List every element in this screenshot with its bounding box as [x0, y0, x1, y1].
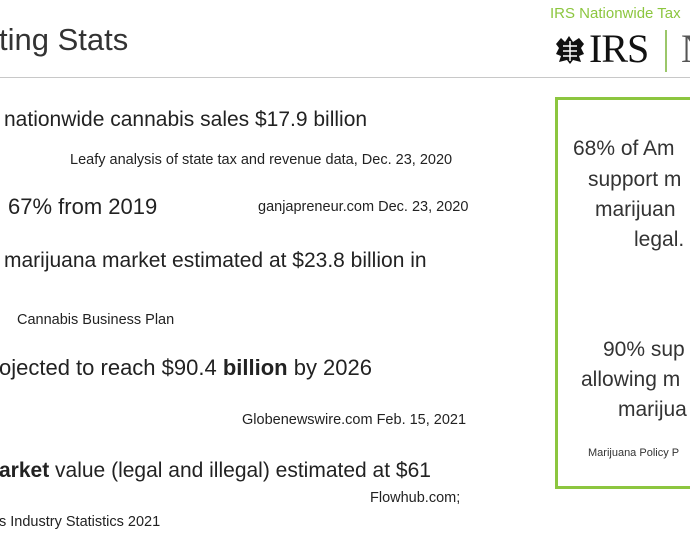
stat-5-source: Flowhub.com; [370, 490, 461, 506]
stat-4-text-bold: billion [222, 355, 288, 380]
stat-2-text: 67% from 2019 [8, 194, 158, 219]
stat-5-text-post: value (legal and illegal) estimated at $… [49, 459, 431, 482]
irs-eagle-logo-icon [553, 32, 587, 66]
stat-4-source: Globenewswire.com Feb. 15, 2021 [242, 412, 467, 428]
poll-line: marijuan [595, 198, 676, 221]
poll-stats-box [555, 97, 690, 489]
stat-3-source: Cannabis Business Plan [17, 312, 175, 328]
page-title: ting Stats [0, 22, 129, 57]
stat-3-text: marijuana market estimated at $23.8 bill… [4, 249, 427, 272]
stat-4-text-pre: ojected to reach $90.4 [0, 355, 223, 380]
poll-line: allowing m [581, 368, 681, 391]
logo-divider [665, 30, 667, 72]
stat-1-text: nationwide cannabis sales $17.9 billion [4, 108, 368, 131]
stat-5-source-2: s Industry Statistics 2021 [0, 514, 161, 530]
header-divider [0, 77, 690, 78]
poll-line: marijua [618, 398, 687, 421]
irs-banner-title: IRS Nationwide Tax [550, 5, 681, 22]
stat-5-text-bold: arket [0, 459, 50, 482]
poll-line: 68% of Am [573, 137, 675, 160]
poll-line: legal. [634, 228, 685, 251]
stat-1-source: Leafy analysis of state tax and revenue … [70, 152, 453, 168]
poll-line: support m [588, 168, 682, 191]
irs-next-letter: N [681, 29, 690, 69]
poll-source: Marijuana Policy P [588, 447, 680, 459]
irs-logo-text: IRS [589, 26, 649, 71]
stat-4-text-post: by 2026 [287, 355, 372, 380]
stat-5-text: arket value (legal and illegal) estimate… [0, 460, 431, 481]
poll-line: 90% sup [603, 338, 685, 361]
stat-4-text: ojected to reach $90.4 billion by 2026 [0, 357, 372, 379]
stat-2-source: ganjapreneur.com Dec. 23, 2020 [258, 199, 469, 215]
